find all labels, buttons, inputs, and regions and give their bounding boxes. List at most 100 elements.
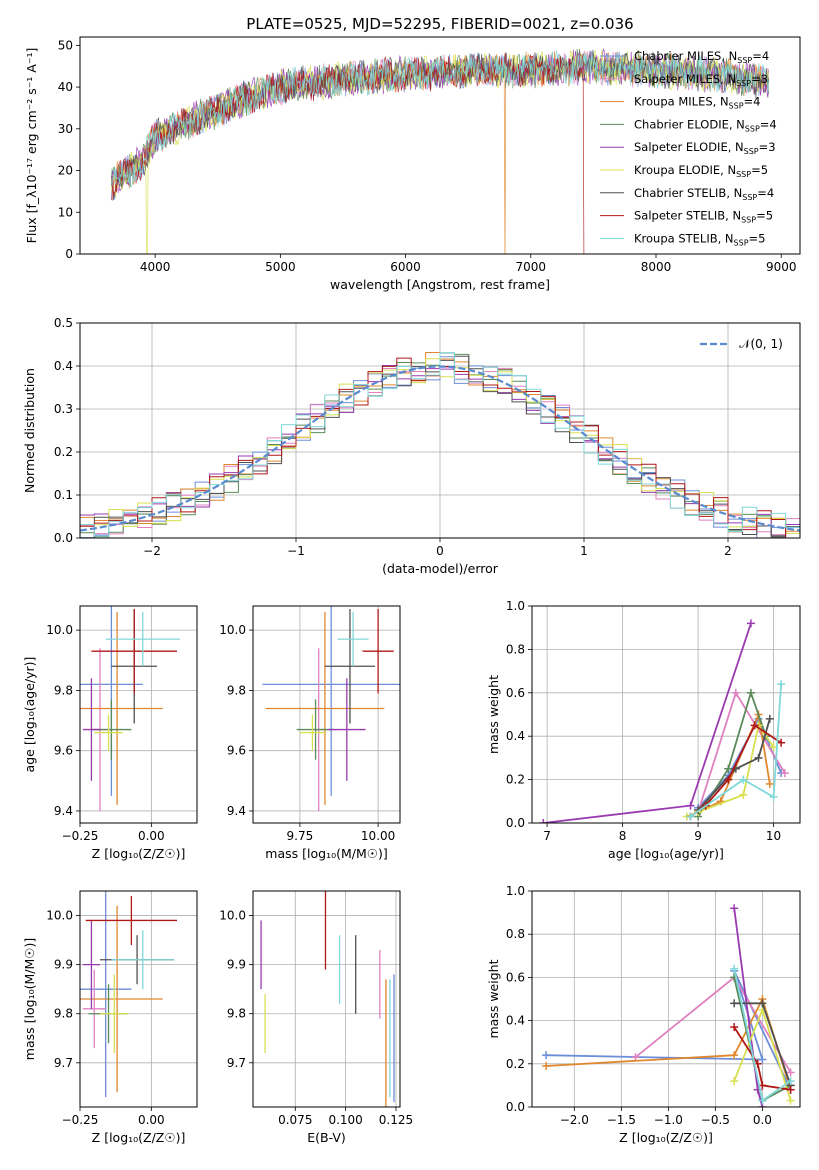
y-tick-label: 9.8 (227, 683, 246, 697)
weight-marker (739, 790, 748, 799)
y-tick-label: 0.2 (54, 445, 73, 459)
legend-entry: Salpeter MILES, NSSP=3 (634, 72, 768, 88)
y-tick-label: 0.0 (506, 1100, 525, 1114)
weight-marker (730, 999, 739, 1008)
y-tick-label: 0.6 (506, 970, 525, 984)
x-tick-label: 2 (724, 544, 732, 558)
weight-marker (780, 769, 789, 778)
weight-marker (542, 1051, 551, 1060)
axes-frame (252, 605, 401, 824)
y-tick-label: 0 (65, 247, 73, 261)
y-axis-label: mass [log₁₀(M/M☉)] (22, 938, 37, 1060)
residuals-panel: −2 −1 0 1 2 0.0 0.1 0.2 0.3 0.4 0.5 (data-model)/er… (22, 316, 801, 576)
spectrum-line (110, 50, 770, 188)
weight-marker (777, 680, 786, 689)
x-tick-label: 7000 (516, 260, 547, 274)
y-tick-label: 0.0 (54, 531, 73, 545)
weight-marker (758, 1055, 767, 1064)
weight-line (697, 718, 771, 811)
y-tick-label: 9.7 (227, 1056, 246, 1070)
weight-marker (758, 1096, 767, 1105)
x-tick-label: −1.0 (654, 1113, 683, 1127)
y-tick-label: 10.0 (46, 623, 73, 637)
y-tick-label: 0.5 (54, 316, 73, 330)
age-vs-mass-panel: 9.75 10.00 9.4 9.6 9.8 10.0 mass [log₁₀(M/M☉)] (219, 605, 401, 861)
y-tick-label: 0.4 (54, 359, 73, 373)
x-tick-label: 0 (436, 544, 444, 558)
y-tick-label: 0.4 (506, 729, 525, 743)
legend-entry: Salpeter ELODIE, NSSP=3 (634, 140, 776, 156)
legend-entry: Kroupa MILES, NSSP=4 (634, 95, 760, 111)
y-tick-label: 9.6 (227, 744, 246, 758)
weight-line (733, 1026, 791, 1091)
weight-marker (686, 801, 695, 810)
axes-frame (79, 322, 801, 539)
x-tick-label: 9.75 (287, 829, 314, 843)
y-tick-label: 10 (58, 205, 73, 219)
axes-frame (531, 890, 801, 1108)
legend-entry: Kroupa ELODIE, NSSP=5 (634, 163, 768, 179)
massweight-vs-metallicity-panel: −2.0 −1.5 −1.0 −0.5 0.0 0.0 0.2 0.4 0.6 0.8 1.0 Z [… (486, 884, 801, 1145)
weight-marker (786, 1096, 795, 1105)
y-tick-label: 0.3 (54, 402, 73, 416)
y-tick-label: 30 (58, 122, 73, 136)
axes-frame (79, 36, 801, 255)
weight-marker (730, 1077, 739, 1086)
spectrum-panel: 4000 5000 6000 7000 8000 9000 0 10 20 30 40 50 wavel… (24, 36, 801, 292)
x-tick-label: 4000 (140, 260, 171, 274)
x-tick-label: 0.075 (278, 1113, 312, 1127)
weight-marker (730, 1051, 739, 1060)
weight-marker (730, 1023, 739, 1032)
x-tick-label: 0.00 (138, 1113, 165, 1127)
y-tick-label: 0.0 (506, 816, 525, 830)
plot-area (260, 891, 395, 1107)
x-tick-label: 6000 (390, 260, 421, 274)
y-tick-label: 9.4 (227, 804, 246, 818)
weight-marker (724, 764, 733, 773)
weight-marker (539, 819, 548, 823)
y-tick-label: 9.8 (54, 683, 73, 697)
x-tick-label: 8 (619, 829, 627, 843)
x-tick-label: −2.0 (560, 1113, 589, 1127)
x-tick-label: 10 (766, 829, 781, 843)
x-tick-label: 0.125 (379, 1113, 413, 1127)
y-tick-label: 9.8 (54, 1007, 73, 1021)
weight-marker (765, 779, 774, 788)
weight-marker (730, 964, 739, 973)
y-tick-label: 10.0 (219, 909, 246, 923)
x-tick-label: 8000 (641, 260, 672, 274)
plot-area (80, 891, 178, 1098)
mass-vs-ebv-panel: 0.075 0.100 0.125 9.7 9.8 9.9 10.0 E(B-V) (219, 890, 413, 1145)
y-tick-label: 9.8 (227, 1007, 246, 1021)
x-tick-label: 9 (694, 829, 702, 843)
x-tick-label: 0.100 (328, 1113, 362, 1127)
x-tick-label: −0.25 (62, 829, 99, 843)
plot-area (539, 619, 789, 823)
y-tick-label: 50 (58, 38, 73, 52)
y-axis-label: Normed distribution (22, 368, 37, 493)
axes-frame (252, 890, 401, 1108)
x-tick-label: 5000 (265, 260, 296, 274)
y-axis-label: Flux [f_λ10⁻¹⁷ erg cm⁻² s⁻¹ A⁻¹] (24, 48, 39, 244)
weight-marker (724, 775, 733, 784)
y-axis-label: mass weight (486, 959, 501, 1038)
weight-marker (786, 1077, 795, 1086)
weight-line (543, 623, 752, 823)
y-axis-label: age [log₁₀(age/yr)] (22, 657, 37, 773)
weight-marker (731, 688, 740, 697)
x-tick-label: −1.5 (607, 1113, 636, 1127)
age-vs-metallicity-panel: −0.25 0.00 9.4 9.6 9.8 10.0 Z [log₁₀(Z/Z☉)] age… (22, 605, 198, 861)
y-axis-label: mass weight (486, 675, 501, 754)
x-axis-label: Z [log₁₀(Z/Z☉)] (619, 1130, 713, 1145)
x-tick-label: 1 (580, 544, 588, 558)
y-tick-label: 10.0 (219, 623, 246, 637)
x-axis-label: E(B-V) (307, 1130, 346, 1145)
weight-marker (746, 619, 755, 628)
plot-area (262, 606, 400, 811)
weight-marker (746, 688, 755, 697)
weight-marker (769, 792, 778, 801)
y-tick-label: 0.2 (506, 773, 525, 787)
x-tick-label: 10.00 (361, 829, 395, 843)
x-tick-label: −0.5 (701, 1113, 730, 1127)
